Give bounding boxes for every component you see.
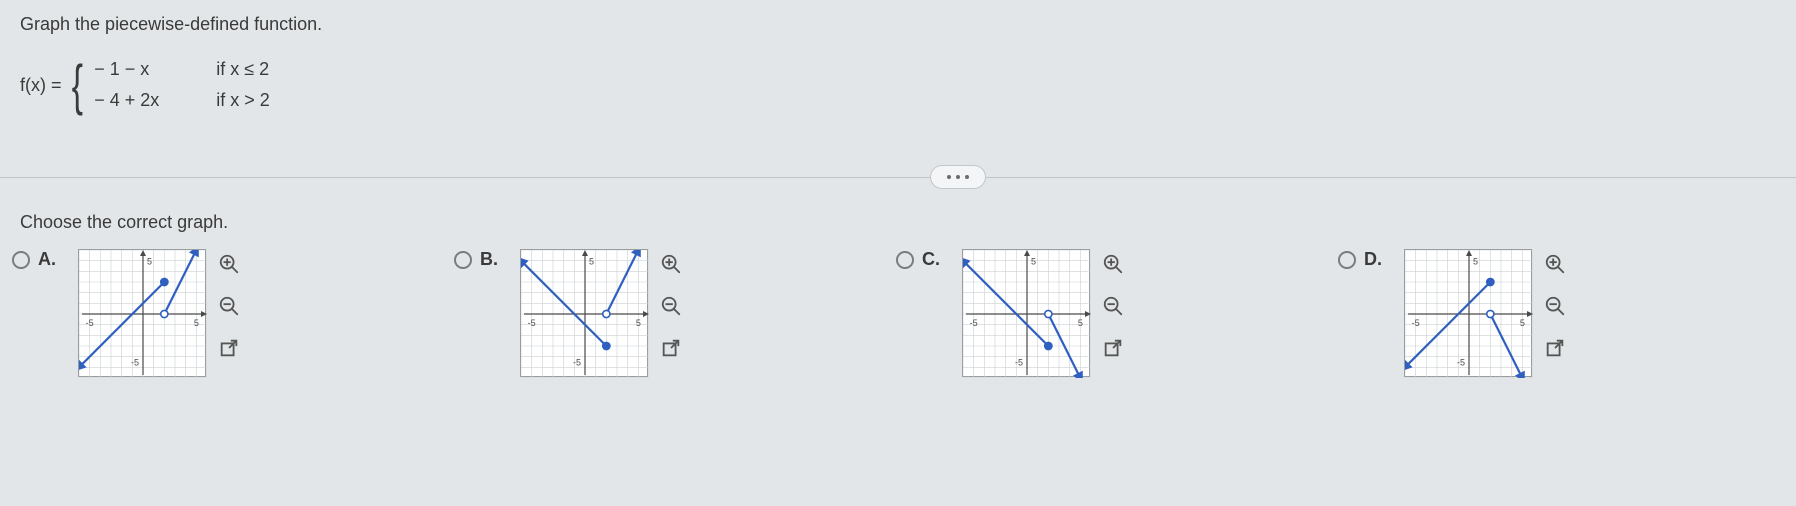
svg-text:5: 5 (194, 318, 199, 328)
zoom-in-icon[interactable] (658, 251, 684, 277)
svg-text:-5: -5 (528, 318, 536, 328)
piece-expr: − 1 − x (94, 59, 184, 80)
svg-text:5: 5 (1031, 257, 1036, 267)
zoom-out-icon[interactable] (216, 293, 242, 319)
option-b: B. 5 -5 5 -5 (454, 249, 896, 377)
brace-icon: { (71, 60, 82, 110)
popout-icon[interactable] (1542, 335, 1568, 361)
svg-text:-5: -5 (131, 357, 139, 367)
zoom-in-icon[interactable] (216, 251, 242, 277)
svg-text:5: 5 (1473, 257, 1478, 267)
popout-icon[interactable] (216, 335, 242, 361)
graph-c[interactable]: 5 -5 5 -5 (962, 249, 1090, 377)
popout-icon[interactable] (1100, 335, 1126, 361)
popout-icon[interactable] (658, 335, 684, 361)
graph-b[interactable]: 5 -5 5 -5 (520, 249, 648, 377)
graph-d[interactable]: 5 -5 5 -5 (1404, 249, 1532, 377)
option-c: C. 5 -5 5 -5 (896, 249, 1338, 377)
svg-text:-5: -5 (1412, 318, 1420, 328)
option-label: B. (480, 249, 510, 270)
piece-row: − 4 + 2x if x > 2 (94, 90, 270, 111)
option-label: A. (38, 249, 68, 270)
zoom-in-icon[interactable] (1100, 251, 1126, 277)
radio-option-c[interactable] (896, 251, 914, 269)
svg-text:5: 5 (147, 257, 152, 267)
more-button[interactable] (930, 165, 986, 189)
svg-text:5: 5 (636, 318, 641, 328)
svg-text:-5: -5 (1457, 357, 1465, 367)
zoom-out-icon[interactable] (1100, 293, 1126, 319)
piece-row: − 1 − x if x ≤ 2 (94, 59, 270, 80)
radio-option-d[interactable] (1338, 251, 1356, 269)
graph-a[interactable]: 5 -5 5 -5 (78, 249, 206, 377)
options-row: A. 5 -5 5 -5 B. 5 -5 5 -5 C. 5 -5 5 -5 D. 5 -5 5 -5 (0, 249, 1796, 377)
svg-text:5: 5 (589, 257, 594, 267)
svg-text:5: 5 (1520, 318, 1525, 328)
zoom-in-icon[interactable] (1542, 251, 1568, 277)
question-prompt: Graph the piecewise-defined function. (20, 14, 1776, 35)
option-label: D. (1364, 249, 1394, 270)
piecewise-equation: f(x) = { − 1 − x if x ≤ 2 − 4 + 2x if x … (20, 59, 1776, 111)
option-d: D. 5 -5 5 -5 (1338, 249, 1780, 377)
zoom-out-icon[interactable] (658, 293, 684, 319)
svg-text:-5: -5 (970, 318, 978, 328)
svg-text:5: 5 (1078, 318, 1083, 328)
fx-label: f(x) = (20, 75, 62, 96)
option-label: C. (922, 249, 952, 270)
option-a: A. 5 -5 5 -5 (12, 249, 454, 377)
svg-text:-5: -5 (86, 318, 94, 328)
choose-instruction: Choose the correct graph. (20, 212, 1796, 233)
piece-expr: − 4 + 2x (94, 90, 184, 111)
radio-option-a[interactable] (12, 251, 30, 269)
piece-cond: if x > 2 (216, 90, 270, 111)
svg-text:-5: -5 (1015, 357, 1023, 367)
piece-cond: if x ≤ 2 (216, 59, 269, 80)
section-divider (0, 177, 1796, 178)
radio-option-b[interactable] (454, 251, 472, 269)
svg-text:-5: -5 (573, 357, 581, 367)
zoom-out-icon[interactable] (1542, 293, 1568, 319)
